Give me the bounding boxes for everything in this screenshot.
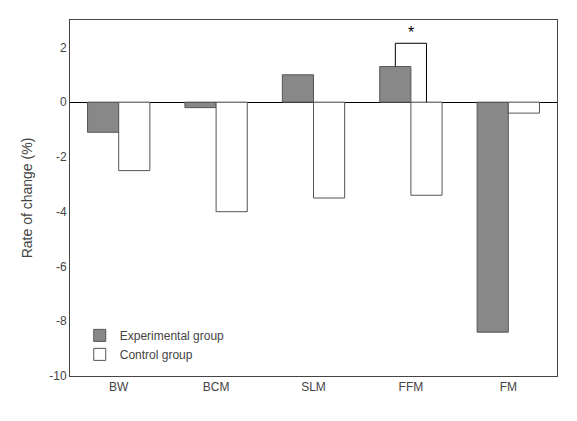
svg-text:2: 2 — [60, 41, 67, 55]
svg-text:BW: BW — [109, 380, 129, 394]
svg-text:-10: -10 — [49, 369, 67, 383]
svg-text:SLM: SLM — [301, 380, 326, 394]
svg-text:-8: -8 — [56, 314, 67, 328]
svg-text:0: 0 — [60, 95, 67, 109]
svg-text:FM: FM — [500, 380, 517, 394]
svg-text:Experimental group: Experimental group — [120, 329, 224, 343]
svg-text:Rate of change (%): Rate of change (%) — [19, 138, 35, 259]
svg-text:BCM: BCM — [203, 380, 230, 394]
svg-text:-4: -4 — [56, 205, 67, 219]
svg-text:FFM: FFM — [399, 380, 424, 394]
svg-text:*: * — [408, 24, 414, 41]
svg-text:-6: -6 — [56, 260, 67, 274]
svg-text:-2: -2 — [56, 150, 67, 164]
svg-text:Control group: Control group — [120, 348, 193, 362]
